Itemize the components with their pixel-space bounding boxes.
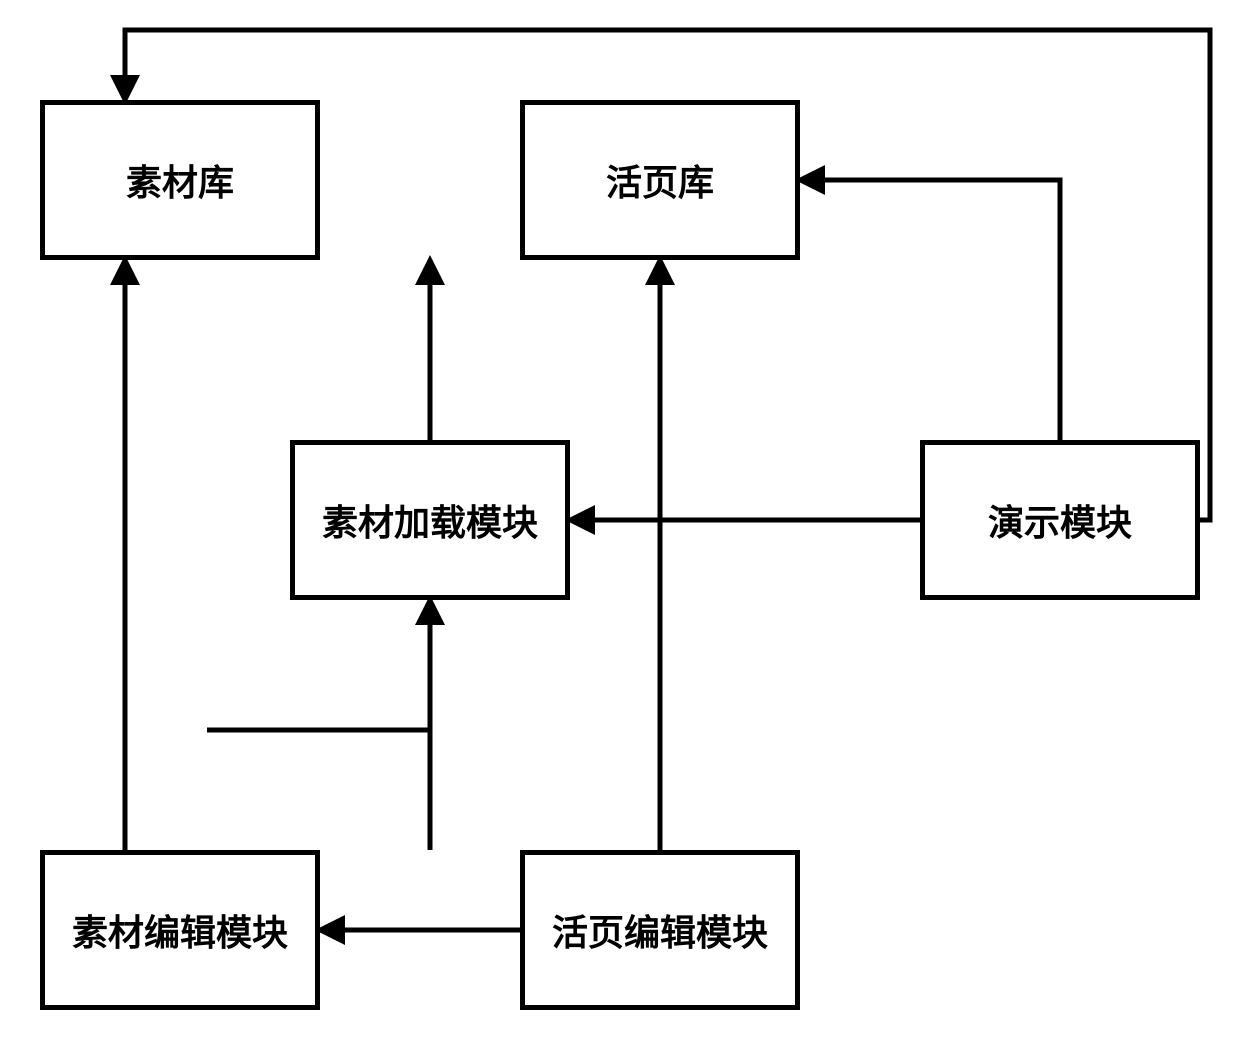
node-label-looseleaf_edit: 活页编辑模块	[552, 904, 768, 956]
node-material_edit: 素材编辑模块	[40, 850, 320, 1010]
diagram-canvas: 素材库 活页库素材加载模块 演示模块素材编辑模块 活页编辑模块	[0, 0, 1239, 1056]
node-material_lib: 素材库	[40, 100, 320, 260]
node-label-material_lib: 素材库	[126, 154, 234, 206]
node-label-load_module: 素材加载模块	[322, 494, 538, 546]
node-load_module: 素材加载模块	[290, 440, 570, 600]
node-label-material_edit: 素材编辑模块	[72, 904, 288, 956]
edge-demo_module-to-looseleaf_lib	[800, 180, 1060, 440]
edge-looseleaf_edit-to-load_module	[207, 600, 430, 850]
node-label-looseleaf_lib: 活页库	[606, 154, 714, 206]
node-demo_module: 演示模块	[920, 440, 1200, 600]
node-looseleaf_edit: 活页编辑模块	[520, 850, 800, 1010]
node-looseleaf_lib: 活页库	[520, 100, 800, 260]
node-label-demo_module: 演示模块	[988, 494, 1132, 546]
